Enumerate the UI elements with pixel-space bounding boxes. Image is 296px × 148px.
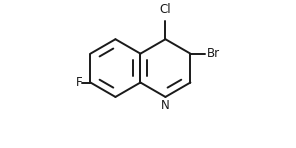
Text: N: N [161,99,170,112]
Text: F: F [76,76,82,89]
Text: Br: Br [207,47,220,60]
Text: Cl: Cl [160,3,171,16]
